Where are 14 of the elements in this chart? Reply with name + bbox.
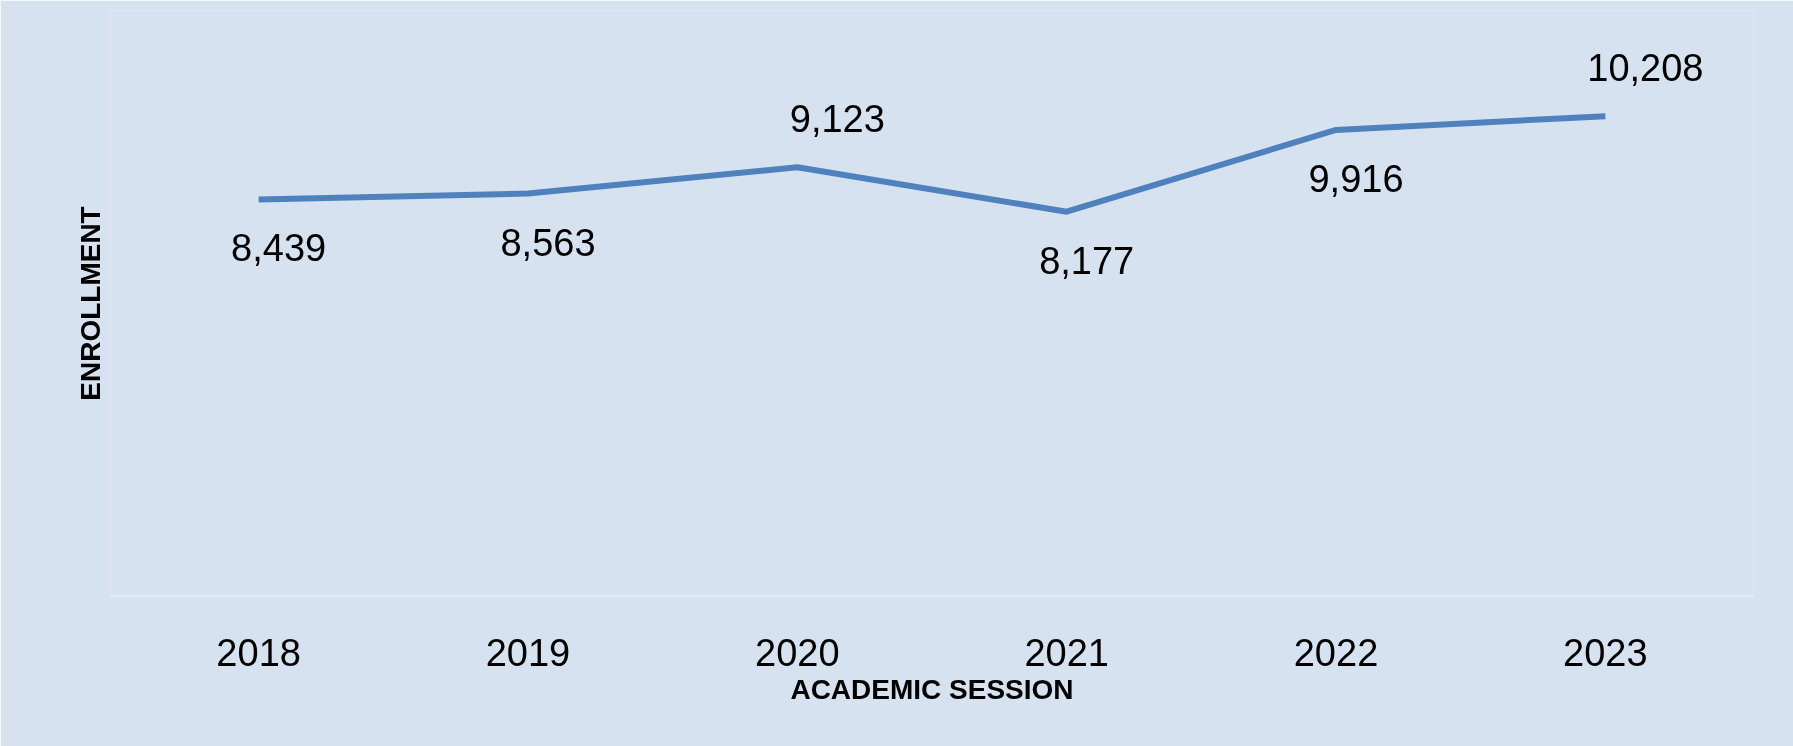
data-label: 9,123 bbox=[789, 98, 885, 141]
data-label: 8,177 bbox=[1039, 239, 1135, 282]
data-label: 10,208 bbox=[1587, 47, 1704, 90]
data-label: 8,563 bbox=[500, 221, 596, 264]
data-label: 8,439 bbox=[231, 227, 327, 270]
x-tick-label: 2021 bbox=[1024, 631, 1109, 674]
data-label: 9,916 bbox=[1308, 157, 1404, 200]
x-tick-label: 2020 bbox=[755, 631, 840, 674]
x-axis-title: ACADEMIC SESSION bbox=[790, 673, 1074, 705]
x-tick-label: 2019 bbox=[485, 631, 571, 674]
y-axis-title: ENROLLMENT bbox=[74, 206, 106, 401]
x-tick-label: 2018 bbox=[216, 631, 301, 674]
x-tick-label: 2023 bbox=[1563, 631, 1648, 674]
x-tick-label: 2022 bbox=[1293, 631, 1379, 674]
